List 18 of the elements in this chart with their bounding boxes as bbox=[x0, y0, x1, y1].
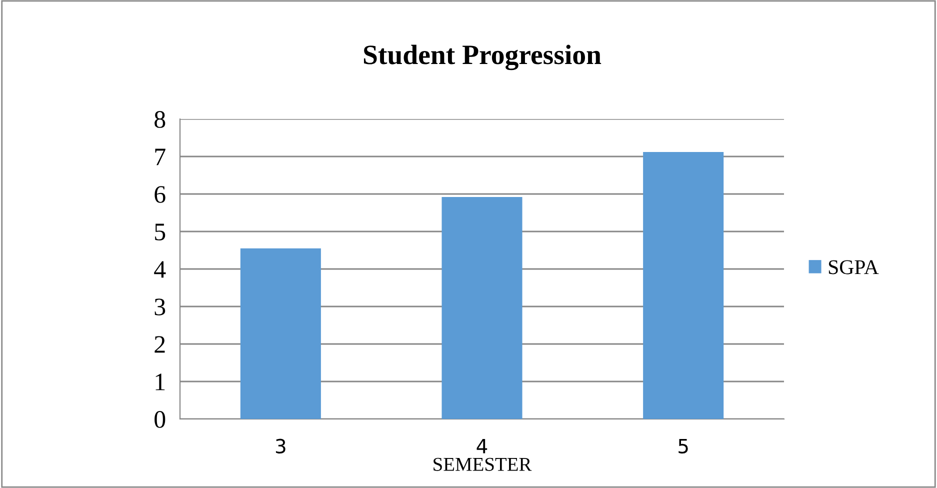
bar bbox=[643, 152, 724, 419]
y-tick-label: 3 bbox=[154, 298, 166, 316]
y-tick-label: 5 bbox=[155, 224, 166, 240]
y-tick-label: 8 bbox=[154, 111, 166, 128]
bar bbox=[240, 248, 321, 419]
bar bbox=[442, 197, 522, 419]
legend-label: SGPA bbox=[828, 260, 879, 274]
y-tick-label: 0 bbox=[154, 411, 166, 428]
y-tick-label: 7 bbox=[155, 148, 166, 166]
y-tick-label: 2 bbox=[154, 336, 165, 353]
y-tick-label: 4 bbox=[154, 261, 166, 278]
y-tick-label: 6 bbox=[154, 186, 166, 203]
x-tick-label: 5 bbox=[678, 439, 688, 454]
x-tick-label: 3 bbox=[276, 438, 286, 454]
y-tick-label: 1 bbox=[156, 374, 165, 390]
x-axis-title: SEMESTER bbox=[434, 458, 532, 471]
x-tick-label: 4 bbox=[476, 439, 488, 454]
chart-title: Student Progression bbox=[364, 44, 602, 70]
